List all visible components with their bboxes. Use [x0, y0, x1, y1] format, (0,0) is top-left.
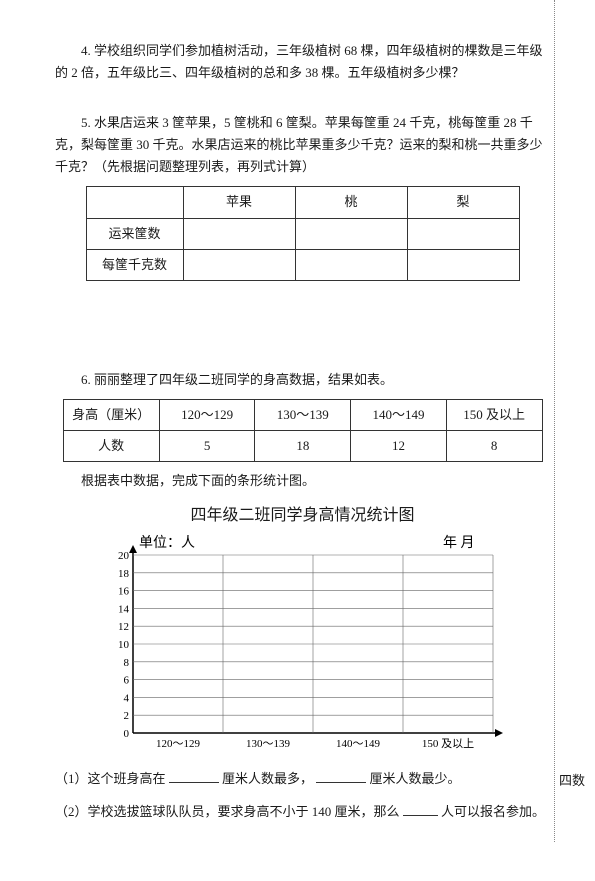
q5-row-weight: 每筐千克数 [86, 249, 183, 280]
question-6: 6. 丽丽整理了四年级二班同学的身高数据，结果如表。 身高（厘米） 120～12… [55, 369, 550, 823]
q5-table: 苹果 桃 梨 运来筐数 每筐千克数 [86, 186, 520, 280]
q6-r1c3: 140～149 [351, 399, 447, 430]
q5-cell [295, 249, 407, 280]
q6-intro: 6. 丽丽整理了四年级二班同学的身高数据，结果如表。 [55, 369, 550, 391]
svg-text:120～129: 120～129 [156, 738, 200, 750]
blank [403, 801, 438, 816]
q5-cell [295, 218, 407, 249]
q6-sub1-prefix: （1）这个班身高在 [55, 771, 166, 786]
q6-sub1-mid1: 厘米人数最多， [222, 771, 313, 786]
question-4: 4. 学校组织同学们参加植树活动，三年级植树 68 棵，四年级植树的棵数是三年级… [55, 40, 550, 84]
q6-r1c2: 130～139 [255, 399, 351, 430]
q6-r2c2: 18 [255, 430, 351, 461]
q5-text: 5. 水果店运来 3 筐苹果，5 筐桃和 6 筐梨。苹果每筐重 24 千克，桃每… [55, 112, 550, 178]
q5-cell [407, 218, 519, 249]
q5-cell [183, 218, 295, 249]
spacer [55, 309, 550, 369]
svg-text:16: 16 [118, 586, 130, 598]
page-content: 4. 学校组织同学们参加植树活动，三年级植树 68 棵，四年级植树的棵数是三年级… [0, 0, 595, 881]
question-5: 5. 水果店运来 3 筐苹果，5 筐桃和 6 筐梨。苹果每筐重 24 千克，桃每… [55, 112, 550, 281]
margin-note: 四数 [559, 770, 585, 789]
svg-text:14: 14 [118, 604, 130, 616]
q5-col-apple: 苹果 [183, 187, 295, 218]
q5-col-peach: 桃 [295, 187, 407, 218]
q6-after-table: 根据表中数据，完成下面的条形统计图。 [55, 470, 550, 492]
q6-row2-label: 人数 [63, 430, 159, 461]
q5-row-baskets: 运来筐数 [86, 218, 183, 249]
q6-sub2-suffix: 人可以报名参加。 [441, 804, 545, 819]
q5-cell [407, 249, 519, 280]
svg-text:130～139: 130～139 [246, 738, 290, 750]
svg-text:年 月: 年 月 [443, 535, 475, 551]
q6-sub2-prefix: （2）学校选拔篮球队队员，要求身高不小于 140 厘米，那么 [55, 804, 400, 819]
q6-table: 身高（厘米） 120～129 130～139 140～149 150 及以上 人… [63, 399, 543, 462]
q6-r2c4: 8 [446, 430, 542, 461]
svg-text:2: 2 [123, 711, 129, 723]
svg-text:8: 8 [123, 657, 129, 669]
q6-sub1-mid2: 厘米人数最少。 [370, 771, 461, 786]
svg-text:单位：人: 单位：人 [139, 535, 195, 551]
q6-r1c1: 120～129 [159, 399, 255, 430]
chart-title: 四年级二班同学身高情况统计图 [55, 502, 550, 529]
q5-corner [86, 187, 183, 218]
q6-sub1: （1）这个班身高在 厘米人数最多， 厘米人数最少。 [55, 768, 550, 790]
q6-r2c3: 12 [351, 430, 447, 461]
svg-text:140～149: 140～149 [336, 738, 380, 750]
blank [316, 768, 366, 783]
svg-text:18: 18 [118, 568, 130, 580]
svg-text:150 及以上: 150 及以上 [421, 737, 473, 750]
q6-sub2: （2）学校选拔篮球队队员，要求身高不小于 140 厘米，那么 人可以报名参加。 [55, 801, 550, 823]
svg-text:12: 12 [118, 622, 129, 634]
svg-text:20: 20 [118, 550, 130, 562]
q5-cell [183, 249, 295, 280]
blank [169, 768, 219, 783]
svg-text:4: 4 [123, 693, 129, 705]
q6-r1c4: 150 及以上 [446, 399, 542, 430]
chart-svg: 单位：人年 月20181614121086420120～129130～13914… [103, 533, 503, 753]
svg-text:6: 6 [123, 675, 129, 687]
chart: 单位：人年 月20181614121086420120～129130～13914… [103, 533, 503, 760]
q6-r2c1: 5 [159, 430, 255, 461]
q4-text: 4. 学校组织同学们参加植树活动，三年级植树 68 棵，四年级植树的棵数是三年级… [55, 40, 550, 84]
svg-text:0: 0 [123, 728, 129, 740]
q6-row1-label: 身高（厘米） [63, 399, 159, 430]
q5-col-pear: 梨 [407, 187, 519, 218]
svg-text:10: 10 [118, 639, 130, 651]
